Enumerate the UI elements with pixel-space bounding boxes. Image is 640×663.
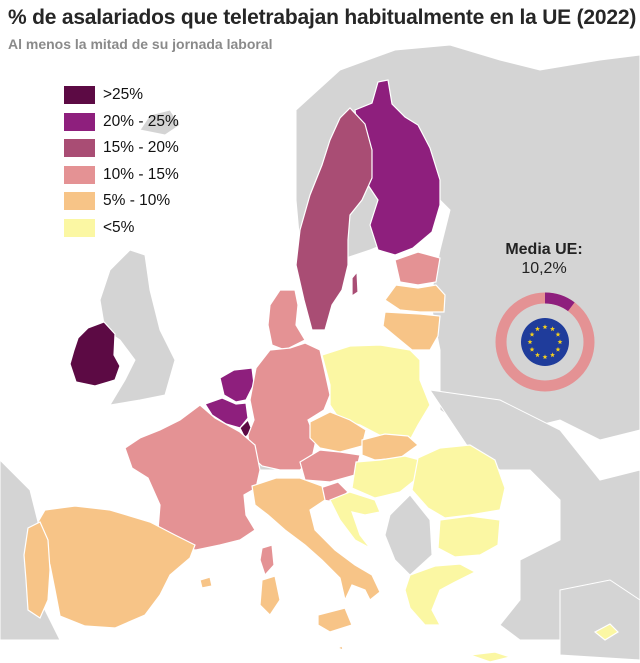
country-belgium	[204, 397, 249, 429]
country-greece-crete	[469, 651, 513, 663]
eu-average-donut	[495, 292, 595, 392]
legend-label: 15% - 20%	[103, 139, 179, 157]
legend-label: 20% - 25%	[103, 112, 179, 130]
eu-star-icon	[529, 346, 535, 352]
country-spain-balearic	[199, 576, 213, 589]
eu-star-icon	[535, 352, 540, 358]
legend-swatch	[64, 86, 95, 105]
legend-swatch	[64, 192, 95, 211]
legend-label: <5%	[103, 218, 135, 236]
country-france-corsica	[259, 544, 275, 577]
eu-star-icon	[535, 326, 540, 332]
country-romania	[411, 444, 506, 519]
donut-highlight	[544, 292, 575, 312]
country-portugal	[23, 521, 51, 619]
page-title: % de asalariados que teletrabajan habitu…	[8, 6, 637, 29]
country-greece	[404, 563, 477, 626]
eu-star-icon	[557, 339, 563, 345]
eu-star-icon	[550, 352, 555, 358]
country-lithuania	[382, 311, 441, 351]
country-poland	[321, 344, 431, 441]
country-italy-sicily	[317, 607, 353, 633]
legend-item: 5% - 10%	[64, 188, 179, 215]
eu-star-icon	[529, 331, 535, 337]
country-sweden	[295, 107, 373, 331]
eu-star-icon	[550, 326, 555, 332]
eu-star-icon	[555, 331, 561, 337]
eu-flag-icon	[521, 318, 569, 366]
eu-star-icon	[542, 354, 548, 360]
legend-item: 15% - 20%	[64, 135, 179, 162]
country-slovakia	[361, 433, 419, 461]
legend-swatch	[64, 139, 95, 158]
legend: >25% 20% - 25% 15% - 20% 10% - 15% 5% - …	[64, 82, 179, 241]
country-italy-sardinia	[259, 575, 281, 616]
eu-countries	[23, 79, 619, 663]
legend-item: <5%	[64, 215, 179, 242]
country-cyprus	[593, 623, 619, 641]
legend-label: >25%	[103, 86, 144, 104]
country-estonia	[394, 251, 441, 286]
country-bulgaria	[437, 515, 501, 558]
eu-flag-stars	[527, 324, 563, 360]
legend-item: 20% - 25%	[64, 109, 179, 136]
eu-star-icon	[527, 339, 533, 345]
legend-item: >25%	[64, 82, 179, 109]
legend-swatch	[64, 218, 95, 237]
legend-label: 5% - 10%	[103, 192, 171, 210]
country-netherlands	[219, 367, 255, 403]
country-malta	[336, 645, 344, 651]
country-ireland	[69, 321, 121, 387]
legend-swatch	[64, 112, 95, 131]
eu-average-label: Media UE:	[505, 241, 583, 258]
country-denmark	[267, 289, 306, 351]
legend-label: 10% - 15%	[103, 165, 179, 183]
eu-star-icon	[555, 346, 561, 352]
eu-average-value: 10,2%	[521, 260, 567, 277]
country-hungary	[351, 455, 421, 499]
country-france	[124, 404, 261, 551]
page-subtitle: Al menos la mitad de su jornada laboral	[8, 36, 273, 52]
legend-swatch	[64, 165, 95, 184]
eu-star-icon	[542, 324, 548, 330]
country-croatia	[329, 491, 381, 549]
legend-item: 10% - 15%	[64, 162, 179, 189]
country-sweden-gotland	[351, 270, 359, 298]
country-italy	[251, 477, 381, 602]
country-latvia	[384, 284, 446, 313]
